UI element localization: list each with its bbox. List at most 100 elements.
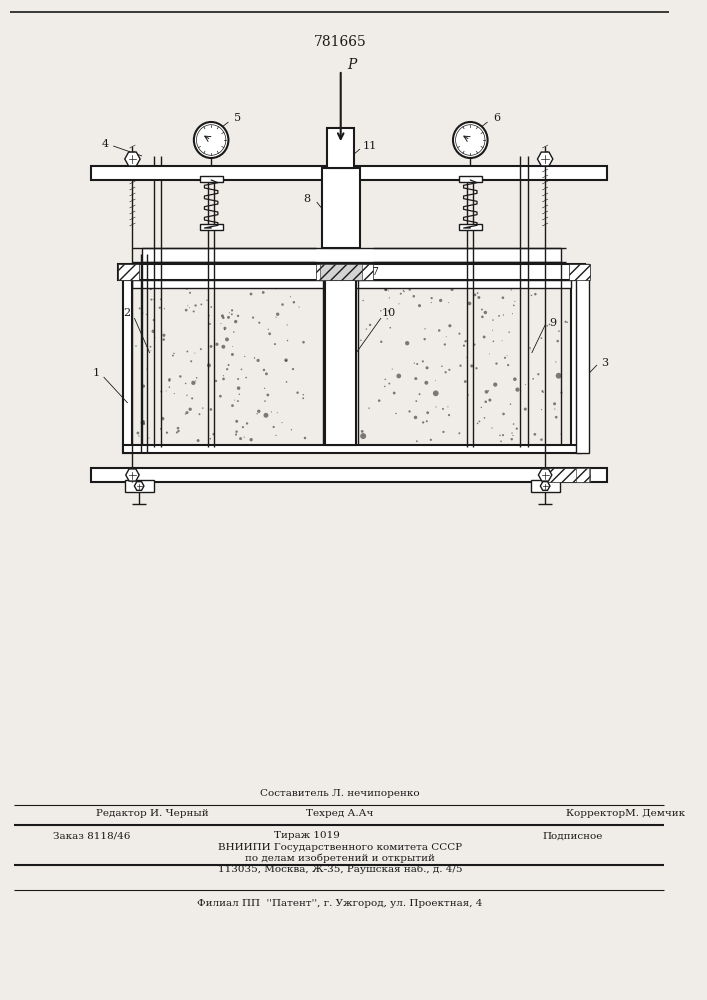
- Point: [240, 370, 252, 386]
- Point: [436, 358, 448, 374]
- Point: [409, 355, 420, 371]
- Point: [477, 309, 488, 325]
- Text: 9: 9: [549, 318, 556, 328]
- Point: [399, 283, 410, 299]
- Point: [404, 282, 415, 298]
- Point: [298, 390, 309, 406]
- Point: [536, 432, 547, 448]
- Point: [375, 303, 387, 319]
- Point: [503, 324, 515, 340]
- Point: [238, 429, 250, 445]
- Point: [270, 427, 281, 443]
- Point: [254, 315, 265, 331]
- Point: [180, 375, 192, 391]
- Point: [408, 288, 419, 304]
- Point: [139, 416, 150, 432]
- Bar: [576, 468, 590, 482]
- Point: [509, 371, 520, 387]
- Point: [421, 360, 433, 376]
- Point: [343, 307, 354, 323]
- Point: [223, 305, 235, 321]
- Point: [287, 361, 298, 377]
- Point: [552, 333, 563, 349]
- Bar: [571, 280, 580, 453]
- Point: [281, 353, 292, 369]
- Point: [375, 334, 387, 350]
- Point: [231, 424, 243, 440]
- Point: [383, 303, 395, 319]
- Point: [446, 282, 457, 298]
- Point: [227, 346, 238, 362]
- Point: [493, 308, 505, 324]
- Point: [241, 415, 252, 431]
- Text: 781665: 781665: [313, 35, 366, 49]
- Point: [494, 427, 506, 443]
- Point: [187, 375, 199, 391]
- Point: [373, 393, 385, 409]
- Point: [523, 302, 534, 318]
- Point: [355, 332, 366, 348]
- Point: [136, 377, 148, 393]
- Point: [180, 302, 192, 318]
- Point: [554, 323, 565, 339]
- Point: [518, 277, 529, 293]
- Point: [443, 295, 455, 311]
- Point: [474, 413, 485, 429]
- Point: [206, 299, 217, 315]
- Point: [346, 301, 357, 317]
- Point: [430, 373, 441, 389]
- Point: [227, 338, 238, 354]
- Point: [234, 386, 245, 402]
- Point: [216, 316, 227, 332]
- Text: 113035, Москва, Ж-35, Раушская наб., д. 4/5: 113035, Москва, Ж-35, Раушская наб., д. …: [218, 864, 462, 874]
- Point: [484, 346, 495, 362]
- Point: [398, 283, 409, 299]
- Point: [527, 371, 539, 387]
- Point: [337, 400, 349, 416]
- Point: [537, 384, 549, 400]
- Point: [506, 425, 518, 441]
- Point: [159, 301, 170, 317]
- Point: [195, 341, 206, 357]
- Bar: [316, 264, 331, 280]
- Point: [190, 373, 201, 389]
- Point: [480, 394, 491, 410]
- Point: [444, 318, 455, 334]
- Point: [158, 332, 170, 348]
- Point: [462, 349, 473, 365]
- Point: [281, 352, 292, 368]
- Point: [363, 400, 375, 416]
- Point: [336, 429, 347, 445]
- Point: [506, 431, 518, 447]
- Point: [262, 387, 274, 403]
- Point: [422, 405, 433, 421]
- Polygon shape: [539, 469, 552, 481]
- Point: [281, 317, 293, 333]
- Point: [221, 361, 233, 377]
- Point: [205, 401, 216, 417]
- Point: [182, 405, 193, 421]
- Point: [281, 374, 292, 390]
- Point: [379, 378, 390, 394]
- Point: [358, 292, 369, 308]
- Point: [380, 279, 391, 295]
- Point: [264, 326, 275, 342]
- Text: 4: 4: [102, 139, 109, 149]
- Point: [204, 316, 216, 332]
- Bar: [531, 480, 559, 492]
- Point: [277, 297, 288, 313]
- Bar: [132, 280, 571, 288]
- Point: [361, 321, 372, 337]
- Point: [148, 312, 160, 328]
- Point: [182, 343, 193, 359]
- Point: [461, 332, 472, 348]
- Point: [440, 364, 451, 380]
- Point: [259, 380, 270, 396]
- Bar: [576, 264, 590, 453]
- Point: [349, 399, 360, 415]
- Polygon shape: [537, 152, 553, 166]
- Point: [544, 316, 555, 332]
- Text: 1: 1: [93, 368, 100, 378]
- Point: [319, 281, 330, 297]
- Point: [507, 306, 518, 322]
